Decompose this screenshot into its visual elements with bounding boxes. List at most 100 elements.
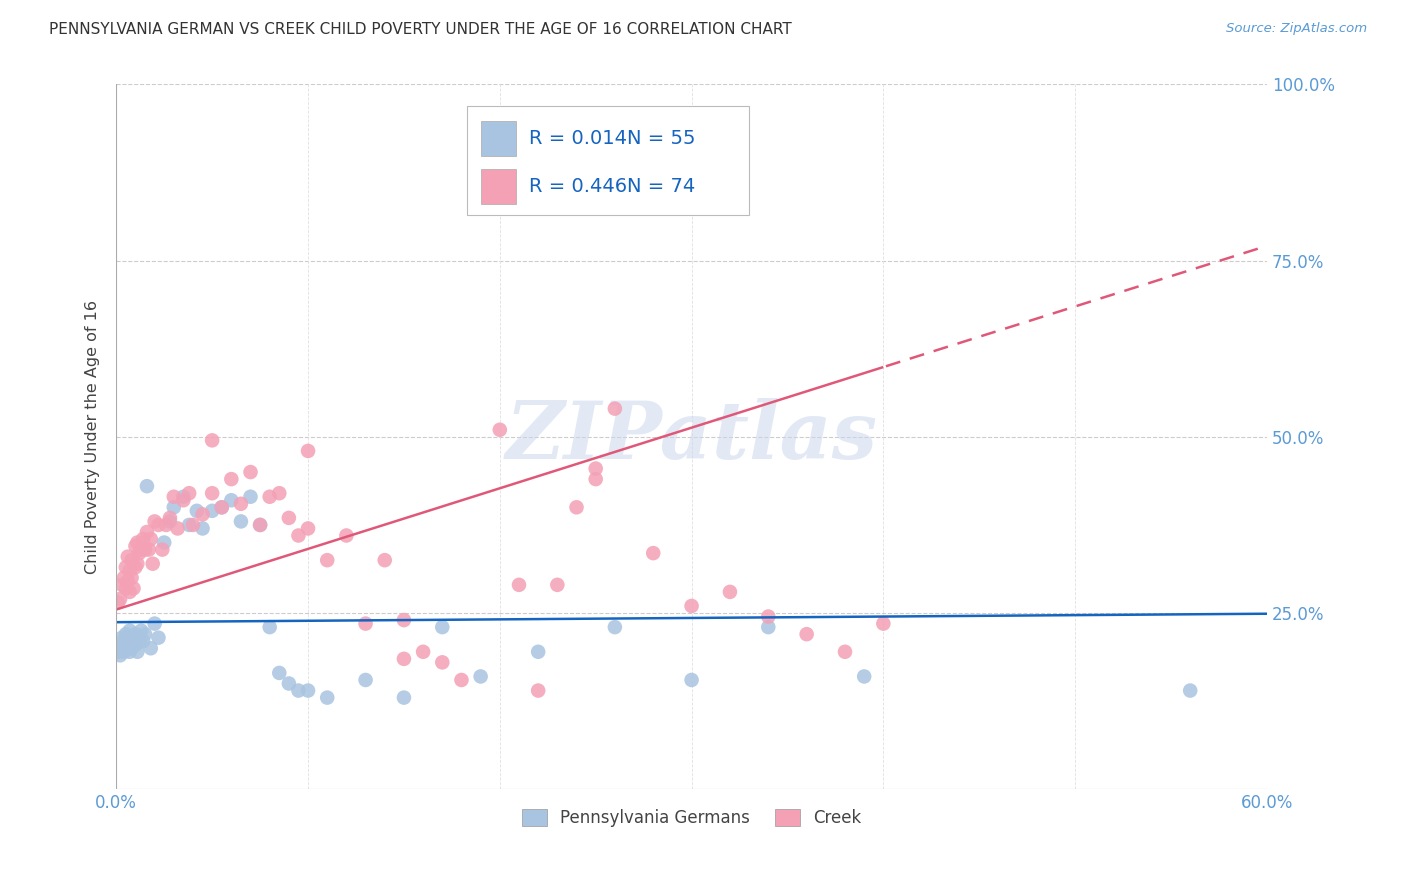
Point	[132, 532, 155, 546]
Point	[756, 620, 779, 634]
Point	[179, 517, 201, 532]
Point	[143, 616, 166, 631]
Point	[107, 595, 129, 609]
Point	[150, 542, 173, 557]
Point	[172, 493, 194, 508]
Point	[122, 582, 145, 596]
Point	[115, 627, 138, 641]
Point	[527, 683, 550, 698]
Point	[221, 472, 243, 486]
Point	[546, 578, 568, 592]
Point	[118, 624, 141, 638]
Point	[201, 434, 224, 448]
FancyBboxPatch shape	[467, 105, 749, 215]
Point	[186, 504, 208, 518]
Point	[159, 511, 181, 525]
Point	[287, 528, 309, 542]
Point	[136, 479, 159, 493]
Point	[166, 521, 188, 535]
Point	[112, 571, 135, 585]
Point	[127, 535, 149, 549]
Point	[117, 634, 139, 648]
Point	[277, 511, 299, 525]
Text: N = 55: N = 55	[627, 129, 696, 148]
Point	[127, 645, 149, 659]
Point	[508, 578, 530, 592]
Point	[316, 553, 339, 567]
Point	[118, 645, 141, 659]
Point	[834, 645, 856, 659]
Point	[128, 546, 150, 560]
Point	[211, 500, 233, 515]
Point	[159, 515, 181, 529]
Point	[249, 517, 271, 532]
Point	[354, 673, 377, 687]
Point	[297, 444, 319, 458]
Point	[450, 673, 472, 687]
Point	[139, 532, 162, 546]
Text: Source: ZipAtlas.com: Source: ZipAtlas.com	[1226, 22, 1367, 36]
Point	[129, 624, 152, 638]
Point	[121, 641, 143, 656]
Point	[118, 564, 141, 578]
Point	[211, 500, 233, 515]
Point	[565, 500, 588, 515]
Point	[681, 599, 703, 613]
Point	[112, 645, 135, 659]
Point	[115, 560, 138, 574]
Point	[269, 665, 291, 680]
Point	[412, 645, 434, 659]
Point	[527, 645, 550, 659]
Point	[297, 521, 319, 535]
Point	[269, 486, 291, 500]
Point	[239, 465, 262, 479]
Point	[354, 616, 377, 631]
Point	[718, 585, 741, 599]
Point	[470, 669, 492, 683]
Point	[122, 631, 145, 645]
Point	[585, 472, 607, 486]
Point	[111, 631, 134, 645]
Point	[470, 183, 492, 197]
Point	[374, 553, 396, 567]
Point	[124, 638, 146, 652]
Point	[138, 542, 160, 557]
Point	[136, 524, 159, 539]
Point	[128, 634, 150, 648]
Point	[134, 627, 156, 641]
Point	[117, 549, 139, 564]
Point	[316, 690, 339, 705]
Text: R = 0.014: R = 0.014	[529, 129, 627, 148]
Point	[124, 539, 146, 553]
Point	[201, 504, 224, 518]
Point	[179, 486, 201, 500]
Point	[853, 669, 876, 683]
Point	[392, 613, 415, 627]
Point	[603, 401, 626, 416]
Point	[115, 638, 138, 652]
Point	[124, 627, 146, 641]
Point	[488, 423, 510, 437]
Point	[134, 542, 156, 557]
Point	[277, 676, 299, 690]
Point	[132, 634, 155, 648]
Point	[107, 645, 129, 659]
Point	[127, 557, 149, 571]
Point	[143, 515, 166, 529]
Point	[432, 656, 454, 670]
Point	[118, 585, 141, 599]
Point	[117, 631, 139, 645]
Y-axis label: Child Poverty Under the Age of 16: Child Poverty Under the Age of 16	[86, 300, 100, 574]
Point	[229, 515, 252, 529]
Point	[121, 634, 143, 648]
Point	[117, 574, 139, 589]
Point	[392, 652, 415, 666]
Point	[142, 557, 165, 571]
Point	[108, 648, 131, 663]
Point	[112, 634, 135, 648]
Point	[201, 486, 224, 500]
Point	[108, 591, 131, 606]
Point	[432, 620, 454, 634]
Point	[756, 609, 779, 624]
Point	[287, 683, 309, 698]
